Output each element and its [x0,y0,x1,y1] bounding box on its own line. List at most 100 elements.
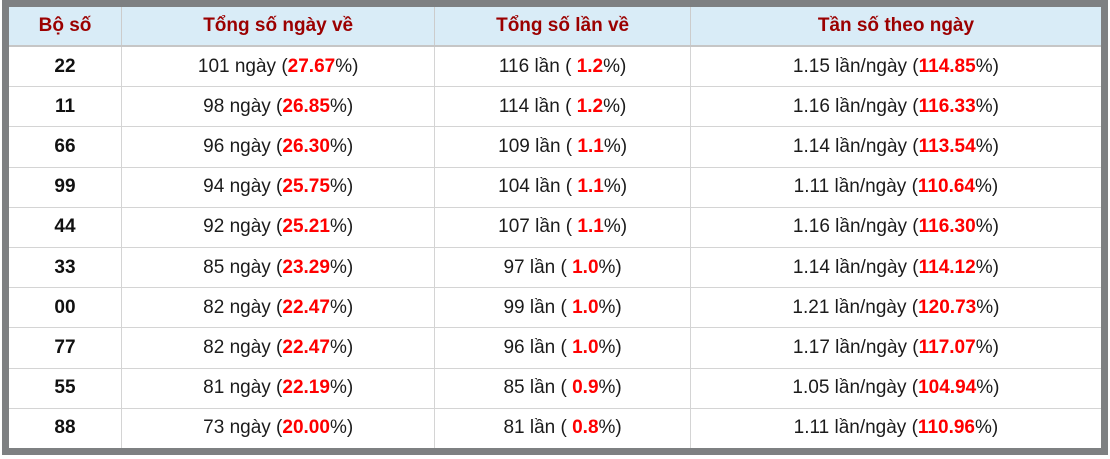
cell-text: 85 lần ( [503,377,573,399]
table-row: 00 82 ngày (22.47%) 99 lần ( 1.0%) 1.21 lần… [9,287,1101,329]
freq-cell: 1.21 lần/ngày (120.73%) [690,287,1101,329]
days-cell: 82 ngày (22.47%) [121,327,436,369]
times-cell: 97 lần ( 1.0%) [434,247,691,289]
cell-text: 92 ngày ( [203,216,283,238]
percentage-value: 26.85 [282,95,330,117]
percentage-value: 25.21 [282,216,330,238]
header-total-times: Tổng số lần về [434,7,691,47]
table-row: 99 94 ngày (25.75%) 104 lần ( 1.1%) 1.11 lầ… [9,167,1101,208]
cell-text: 66 [54,135,76,157]
cell-text: 1.21 lần/ngày ( [792,296,919,318]
cell-text: 73 ngày ( [203,417,283,439]
percentage-value: 26.30 [282,135,330,157]
percentage-value: 114.12 [918,256,976,278]
freq-cell: 1.17 lần/ngày (117.07%) [690,327,1101,369]
cell-text: %) [329,417,354,439]
cell-text: 44 [54,216,76,238]
percentage-value: 116.30 [918,216,976,238]
cell-text: 88 [54,417,76,439]
percentage-value: 1.0 [572,336,599,358]
cell-text: %) [975,417,999,439]
freq-cell: 1.05 lần/ngày (104.94%) [690,368,1101,409]
days-cell: 85 ngày (23.29%) [121,247,436,289]
pair-cell: 55 [9,368,122,409]
percentage-value: 1.1 [577,216,604,238]
freq-cell: 1.14 lần/ngày (114.12%) [690,247,1101,289]
cell-text: 55 [54,377,76,399]
pair-cell: 77 [9,327,122,369]
days-cell: 98 ngày (26.85%) [121,86,436,128]
cell-text: %) [603,95,627,117]
times-cell: 104 lần ( 1.1%) [434,167,691,208]
times-cell: 85 lần ( 0.9%) [434,368,691,409]
table-row: 22 101 ngày (27.67%) 116 lần ( 1.2%) 1.15 l… [9,46,1101,88]
days-cell: 81 ngày (22.19%) [121,368,436,409]
cell-text: 1.15 lần/ngày ( [792,55,919,77]
cell-text: %) [603,135,628,157]
times-cell: 96 lần ( 1.0%) [434,327,691,369]
days-cell: 101 ngày (27.67%) [121,46,436,88]
percentage-value: 22.47 [282,336,330,358]
table-row: 77 82 ngày (22.47%) 96 lần ( 1.0%) 1.17 lần… [9,327,1101,369]
cell-text: 22 [54,55,76,77]
percentage-value: 23.29 [282,256,330,278]
cell-text: %) [329,256,354,278]
percentage-value: 22.19 [282,377,330,399]
days-cell: 82 ngày (22.47%) [121,287,436,329]
cell-text: 109 lần ( [498,135,578,157]
cell-text: 1.17 lần/ngày ( [792,336,919,358]
times-cell: 81 lần ( 0.8%) [434,408,691,448]
cell-text: 1.11 lần/ngày ( [793,176,918,198]
percentage-value: 110.64 [917,176,975,198]
cell-text: 96 lần ( [503,336,573,358]
table-row: 33 85 ngày (23.29%) 97 lần ( 1.0%) 1.14 lần… [9,247,1101,289]
cell-text: %) [975,95,999,117]
cell-text: 77 [54,336,76,358]
header-pair: Bộ số [9,7,122,47]
cell-text: %) [329,377,354,399]
cell-text: 1.14 lần/ngày ( [792,256,919,278]
header-row: Bộ số Tổng số ngày về Tổng số lần về Tần… [9,7,1101,47]
times-cell: 114 lần ( 1.2%) [434,86,691,128]
cell-text: %) [975,176,999,198]
days-cell: 73 ngày (20.00%) [121,408,436,448]
percentage-value: 104.94 [918,377,977,399]
percentage-value: 110.96 [917,417,975,439]
percentage-value: 1.1 [577,135,604,157]
cell-text: 99 [54,176,76,198]
freq-cell: 1.11 lần/ngày (110.96%) [690,408,1101,448]
cell-text: %) [976,377,1000,399]
cell-text: 1.05 lần/ngày ( [792,377,919,399]
cell-text: 00 [54,296,76,318]
header-frequency-per-day: Tần số theo ngày [690,7,1101,47]
percentage-value: 113.54 [918,135,976,157]
percentage-value: 25.75 [282,176,330,198]
cell-text: %) [975,336,999,358]
table-row: 44 92 ngày (25.21%) 107 lần ( 1.1%) 1.16 lầ… [9,207,1101,248]
cell-text: %) [329,296,354,318]
cell-text: 1.14 lần/ngày ( [792,135,919,157]
cell-text: %) [603,216,628,238]
pair-cell: 00 [9,287,122,329]
cell-text: %) [603,55,627,77]
cell-text: %) [598,336,622,358]
cell-text: 114 lần ( [498,95,577,117]
cell-text: %) [329,176,354,198]
cell-text: %) [598,377,622,399]
percentage-value: 1.1 [577,176,604,198]
times-cell: 99 lần ( 1.0%) [434,287,691,329]
freq-cell: 1.11 lần/ngày (110.64%) [690,167,1101,208]
freq-cell: 1.15 lần/ngày (114.85%) [690,46,1101,88]
percentage-value: 114.85 [918,55,976,77]
freq-cell: 1.14 lần/ngày (113.54%) [690,126,1101,168]
cell-text: 104 lần ( [498,176,578,198]
percentage-value: 1.0 [572,296,599,318]
times-cell: 116 lần ( 1.2%) [434,46,691,88]
cell-text: 33 [54,256,76,278]
percentage-value: 27.67 [287,55,336,77]
times-cell: 109 lần ( 1.1%) [434,126,691,168]
cell-text: %) [598,417,622,439]
percentage-value: 120.73 [918,296,977,318]
cell-text: 1.16 lần/ngày ( [792,95,919,117]
